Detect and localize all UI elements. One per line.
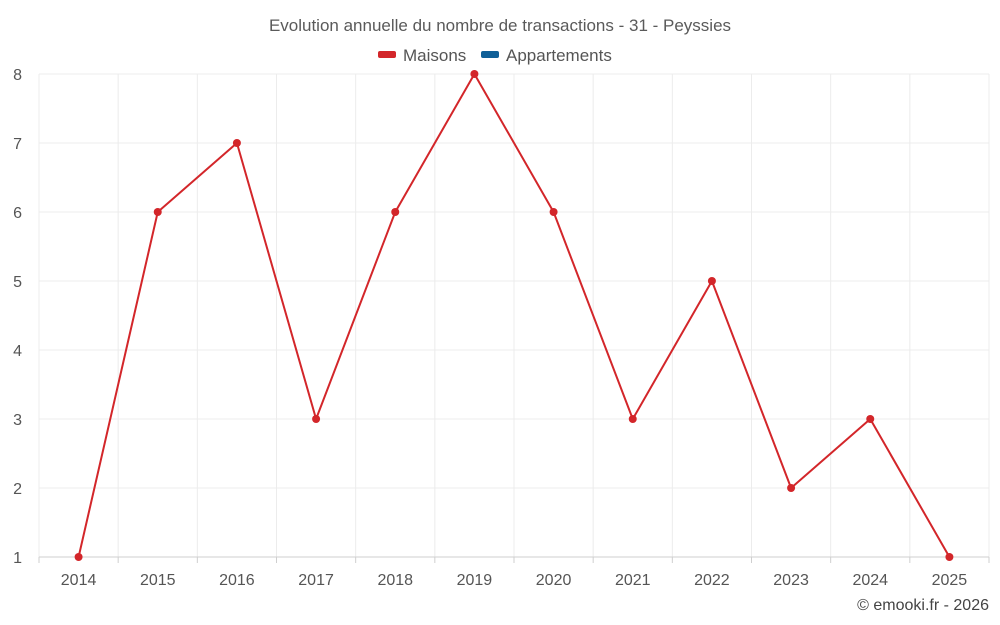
legend-label-appartements: Appartements	[506, 46, 612, 65]
legend-item-appartements[interactable]: Appartements	[481, 46, 612, 65]
data-point-maisons-2017[interactable]	[312, 415, 321, 423]
legend: Maisons Appartements	[378, 46, 612, 65]
x-tick-label: 2020	[536, 572, 572, 589]
credit-text: © emooki.fr - 2026	[857, 597, 989, 614]
y-tick-label: 6	[13, 205, 22, 222]
legend-item-maisons[interactable]: Maisons	[378, 46, 466, 65]
y-axis: 1 2 3 4 5 6 7 8	[13, 67, 22, 567]
y-tick-label: 7	[13, 136, 22, 153]
data-point-maisons-2016[interactable]	[232, 139, 241, 147]
x-axis: 2014 2015 2016 2017 2018 2019 2020 2021 2022 2023…	[38, 556, 990, 589]
y-tick-label: 4	[13, 343, 22, 360]
x-tick-label: 2023	[773, 572, 809, 589]
legend-swatch-maisons	[378, 51, 396, 58]
x-tick-label: 2014	[61, 572, 97, 589]
x-tick-label: 2024	[852, 572, 888, 589]
x-tick-label: 2021	[615, 572, 651, 589]
data-point-maisons-2025[interactable]	[945, 553, 954, 561]
data-point-maisons-2015[interactable]	[153, 208, 162, 216]
x-tick-label: 2017	[298, 572, 334, 589]
y-tick-label: 3	[13, 412, 22, 429]
y-tick-label: 5	[13, 274, 22, 291]
y-tick-label: 2	[13, 481, 22, 498]
x-tick-label: 2018	[377, 572, 413, 589]
data-point-maisons-2022[interactable]	[707, 277, 716, 285]
series-maisons	[74, 70, 954, 561]
data-point-maisons-2018[interactable]	[391, 208, 400, 216]
x-tick-label: 2015	[140, 572, 176, 589]
x-tick-label: 2016	[219, 572, 255, 589]
y-tick-label: 1	[13, 550, 22, 567]
data-point-maisons-2019[interactable]	[470, 70, 479, 78]
legend-swatch-appartements	[481, 51, 499, 58]
x-tick-label: 2019	[457, 572, 493, 589]
chart-title: Evolution annuelle du nombre de transact…	[269, 16, 731, 35]
data-point-maisons-2021[interactable]	[628, 415, 637, 423]
y-tick-label: 8	[13, 67, 22, 84]
x-tick-label: 2022	[694, 572, 730, 589]
grid	[38, 73, 990, 557]
data-point-maisons-2024[interactable]	[866, 415, 875, 423]
series-line-maisons	[77, 73, 951, 558]
data-point-maisons-2020[interactable]	[549, 208, 558, 216]
legend-label-maisons: Maisons	[403, 46, 466, 65]
data-point-maisons-2014[interactable]	[74, 553, 83, 561]
data-point-maisons-2023[interactable]	[787, 484, 796, 492]
x-tick-label: 2025	[932, 572, 968, 589]
